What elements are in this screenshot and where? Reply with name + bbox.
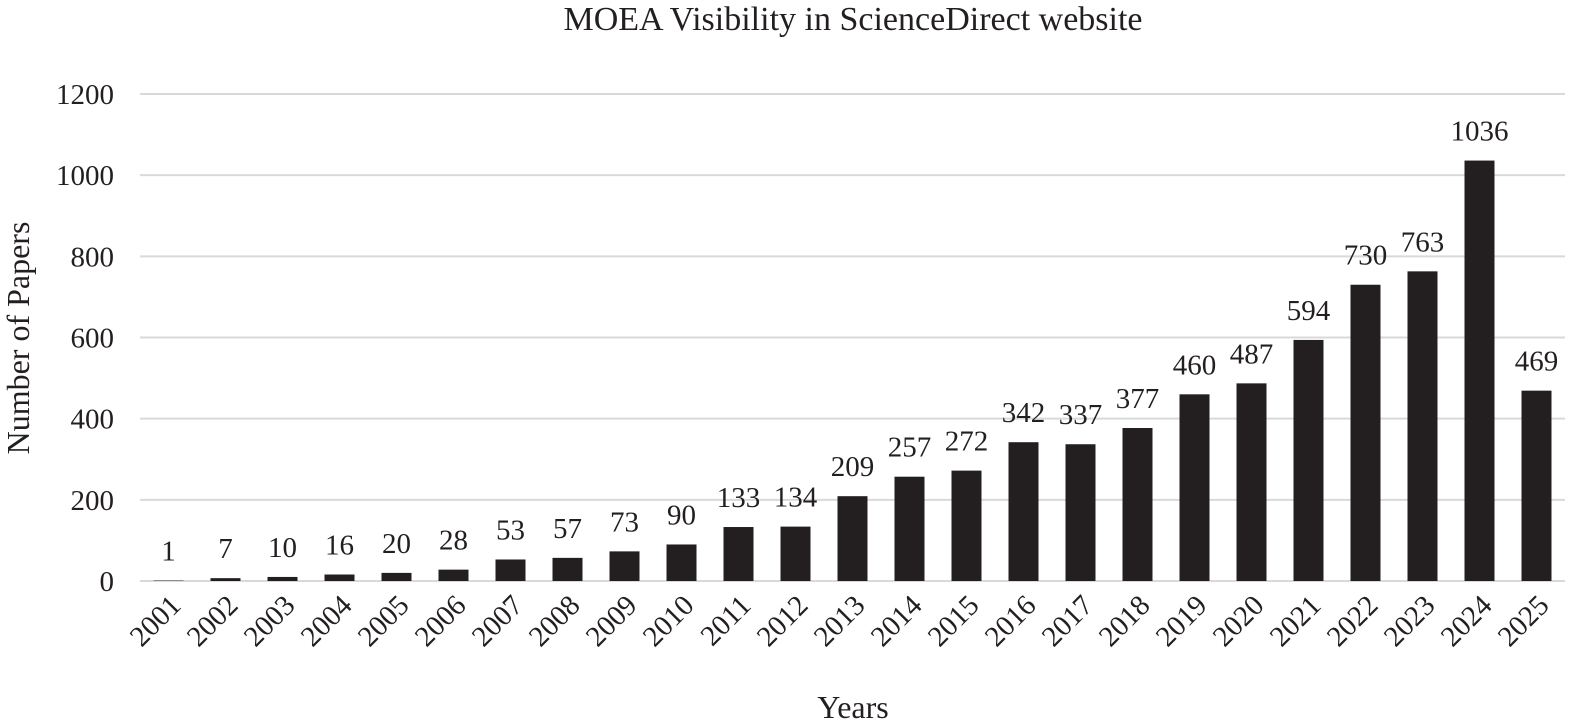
bar-2019: [1179, 394, 1210, 581]
y-tick-label: 1200: [56, 79, 114, 111]
data-label-2001: 1: [161, 536, 176, 568]
x-tick-label-2003: 2003: [238, 589, 302, 653]
x-tick-label-2025: 2025: [1492, 589, 1556, 653]
x-tick-label-2021: 2021: [1264, 589, 1328, 653]
data-label-2007: 53: [496, 514, 525, 546]
y-tick-label: 200: [71, 485, 115, 517]
data-label-2021: 594: [1287, 295, 1331, 327]
data-label-2025: 469: [1515, 346, 1559, 378]
x-tick-label-2015: 2015: [922, 589, 986, 653]
data-label-2005: 20: [382, 528, 411, 560]
bar-2002: [210, 578, 241, 581]
data-label-2015: 272: [945, 426, 989, 458]
x-tick-label-2022: 2022: [1321, 589, 1385, 653]
y-tick-label: 1000: [56, 160, 114, 192]
bars: [153, 160, 1552, 581]
bar-2017: [1065, 444, 1096, 581]
y-tick-label: 600: [71, 323, 115, 355]
x-tick-label-2014: 2014: [865, 589, 929, 653]
bar-2021: [1293, 339, 1324, 581]
bar-2007: [495, 559, 526, 581]
x-tick-label-2001: 2001: [124, 589, 188, 653]
x-tick-label-2016: 2016: [979, 589, 1043, 653]
data-label-2010: 90: [667, 499, 696, 531]
y-tick-label: 0: [100, 566, 115, 598]
x-tick-label-2009: 2009: [580, 589, 644, 653]
x-tick-label-2013: 2013: [808, 589, 872, 653]
data-label-2012: 134: [774, 482, 818, 514]
data-label-2018: 377: [1116, 383, 1160, 415]
bar-2004: [324, 574, 355, 581]
x-tick-label-2005: 2005: [352, 589, 416, 653]
data-label-2014: 257: [888, 432, 932, 464]
x-axis-label: Years: [817, 689, 888, 725]
y-tick-label: 400: [71, 404, 115, 436]
data-label-2011: 133: [717, 482, 761, 514]
bar-2009: [609, 551, 640, 581]
data-label-2017: 337: [1059, 399, 1103, 431]
data-label-2004: 16: [325, 530, 354, 562]
x-tick-label-2008: 2008: [523, 589, 587, 653]
x-axis-ticks: 2001200220032004200520062007200820092010…: [124, 589, 1556, 653]
x-tick-label-2020: 2020: [1207, 589, 1271, 653]
bar-2014: [894, 476, 925, 581]
y-axis-label: Number of Papers: [0, 222, 36, 455]
y-axis-ticks: 0 200 400 600 800 1000 1200: [56, 79, 114, 598]
bar-2005: [381, 572, 412, 581]
x-tick-label-2006: 2006: [409, 589, 473, 653]
bar-2012: [780, 526, 811, 581]
data-label-2023: 763: [1401, 226, 1445, 258]
chart-title: MOEA Visibility in ScienceDirect website: [563, 1, 1142, 38]
bar-2013: [837, 496, 868, 581]
bar-2022: [1350, 284, 1381, 581]
data-label-2013: 209: [831, 451, 875, 483]
bar-2023: [1407, 271, 1438, 581]
bar-2010: [666, 544, 697, 581]
x-tick-label-2004: 2004: [295, 589, 359, 653]
data-labels: 1 7 10 16 20 28 53 57 73 90 133 134 209 257 272 342 337 3…: [161, 116, 1558, 568]
x-tick-label-2019: 2019: [1150, 589, 1214, 653]
bar-2016: [1008, 442, 1039, 581]
x-tick-label-2010: 2010: [637, 589, 701, 653]
data-label-2022: 730: [1344, 240, 1388, 272]
bar-2008: [552, 557, 583, 581]
bar-2006: [438, 569, 469, 581]
data-label-2006: 28: [439, 525, 468, 557]
bar-2015: [951, 470, 982, 581]
x-tick-label-2011: 2011: [695, 589, 758, 652]
bar-2011: [723, 527, 754, 581]
bar-2020: [1236, 383, 1267, 581]
x-tick-label-2023: 2023: [1378, 589, 1442, 653]
bar-2025: [1521, 390, 1552, 581]
data-label-2009: 73: [610, 506, 639, 538]
data-label-2008: 57: [553, 513, 582, 545]
x-tick-label-2017: 2017: [1036, 589, 1100, 653]
x-tick-label-2024: 2024: [1435, 589, 1499, 653]
x-tick-label-2018: 2018: [1093, 589, 1157, 653]
data-label-2016: 342: [1002, 397, 1046, 429]
data-label-2019: 460: [1173, 349, 1217, 381]
bar-2003: [267, 576, 298, 581]
data-label-2002: 7: [218, 533, 233, 565]
x-tick-label-2012: 2012: [751, 589, 815, 653]
x-tick-label-2007: 2007: [466, 589, 530, 653]
data-label-2024: 1036: [1451, 116, 1509, 148]
data-label-2020: 487: [1230, 338, 1274, 370]
data-label-2003: 10: [268, 532, 297, 564]
y-tick-label: 800: [71, 241, 115, 273]
bar-2024: [1464, 160, 1495, 581]
gridlines: [140, 93, 1565, 582]
bar-2018: [1122, 428, 1153, 581]
x-tick-label-2002: 2002: [181, 589, 245, 653]
